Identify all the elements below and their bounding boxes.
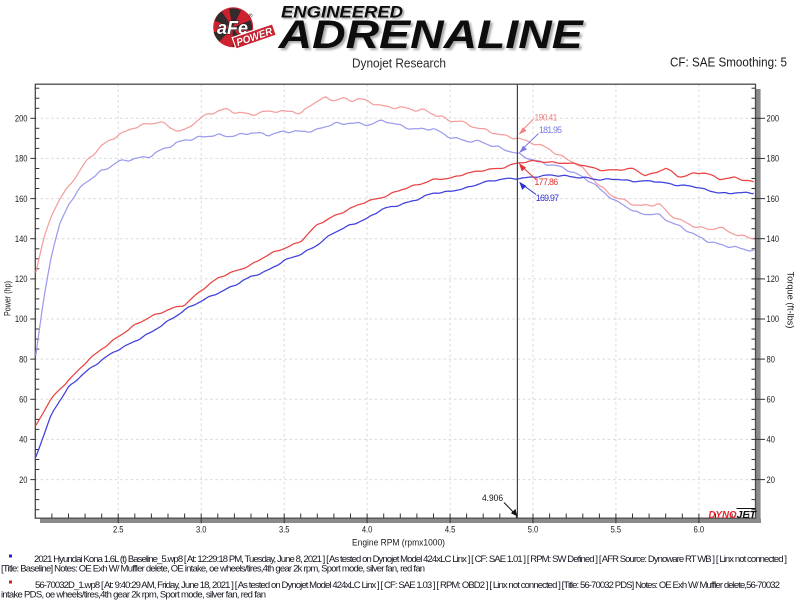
svg-text:4.0: 4.0	[362, 525, 373, 536]
svg-text:200: 200	[15, 114, 28, 125]
svg-text:CF: SAE Smoothing: 5: CF: SAE Smoothing: 5	[670, 56, 787, 70]
svg-text:180: 180	[15, 154, 28, 165]
svg-text:4.5: 4.5	[445, 525, 456, 536]
svg-text:100: 100	[767, 314, 780, 325]
svg-text:2021 Hyundai Kona 1.6L (t) Bas: 2021 Hyundai Kona 1.6L (t) Baseline_5.wp…	[34, 554, 787, 565]
svg-text:80: 80	[19, 354, 27, 365]
svg-text:180: 180	[767, 154, 780, 165]
svg-text:56-70032D_1.wp8 [ At: 9:40:29: 56-70032D_1.wp8 [ At: 9:40:29 AM, Friday…	[35, 580, 780, 591]
svg-text:60: 60	[19, 395, 27, 406]
svg-text:140: 140	[15, 234, 28, 245]
svg-text:Torque (ft-lbs): Torque (ft-lbs)	[785, 272, 796, 329]
svg-text:190.41: 190.41	[534, 113, 557, 123]
svg-text:ADRENALINE: ADRENALINE	[278, 13, 585, 57]
svg-text:120: 120	[15, 274, 28, 285]
svg-text:intake PDS, oe wheels/tires,4t: intake PDS, oe wheels/tires,4th gear 2k …	[1, 589, 266, 600]
svg-text:Dynojet Research: Dynojet Research	[352, 57, 446, 71]
svg-text:[Title: Baseline] Notes: OE E: [Title: Baseline] Notes: OE Exh W/ Muffl…	[1, 564, 425, 575]
svg-text:2.5: 2.5	[113, 525, 124, 536]
svg-text:®: ®	[249, 13, 253, 20]
svg-text:169.97: 169.97	[536, 193, 559, 203]
svg-text:200: 200	[767, 114, 780, 125]
svg-text:177.86: 177.86	[534, 177, 558, 187]
svg-text:181.95: 181.95	[539, 125, 562, 135]
svg-text:100: 100	[15, 314, 28, 325]
svg-text:140: 140	[767, 234, 780, 245]
svg-text:3.5: 3.5	[279, 525, 290, 536]
svg-text:60: 60	[767, 395, 775, 406]
svg-text:120: 120	[767, 274, 780, 285]
svg-text:160: 160	[15, 194, 28, 205]
svg-text:80: 80	[767, 354, 775, 365]
svg-text:ENGINEERED: ENGINEERED	[281, 4, 403, 22]
svg-text:DYNO: DYNO	[709, 509, 737, 521]
svg-text:160: 160	[767, 194, 780, 205]
svg-text:5.5: 5.5	[611, 525, 622, 536]
svg-text:20: 20	[767, 475, 775, 486]
svg-text:Power (hp): Power (hp)	[3, 281, 14, 316]
svg-text:aFe: aFe	[217, 18, 248, 38]
svg-text:40: 40	[19, 435, 27, 446]
svg-text:5.0: 5.0	[528, 525, 539, 536]
svg-text:3.0: 3.0	[196, 525, 207, 536]
svg-text:20: 20	[19, 475, 27, 486]
svg-text:JET: JET	[737, 509, 758, 521]
svg-text:4.906: 4.906	[482, 493, 503, 504]
svg-text:Engine RPM (rpmx1000): Engine RPM (rpmx1000)	[352, 538, 445, 549]
svg-text:40: 40	[767, 435, 775, 446]
svg-text:6.0: 6.0	[694, 525, 705, 536]
